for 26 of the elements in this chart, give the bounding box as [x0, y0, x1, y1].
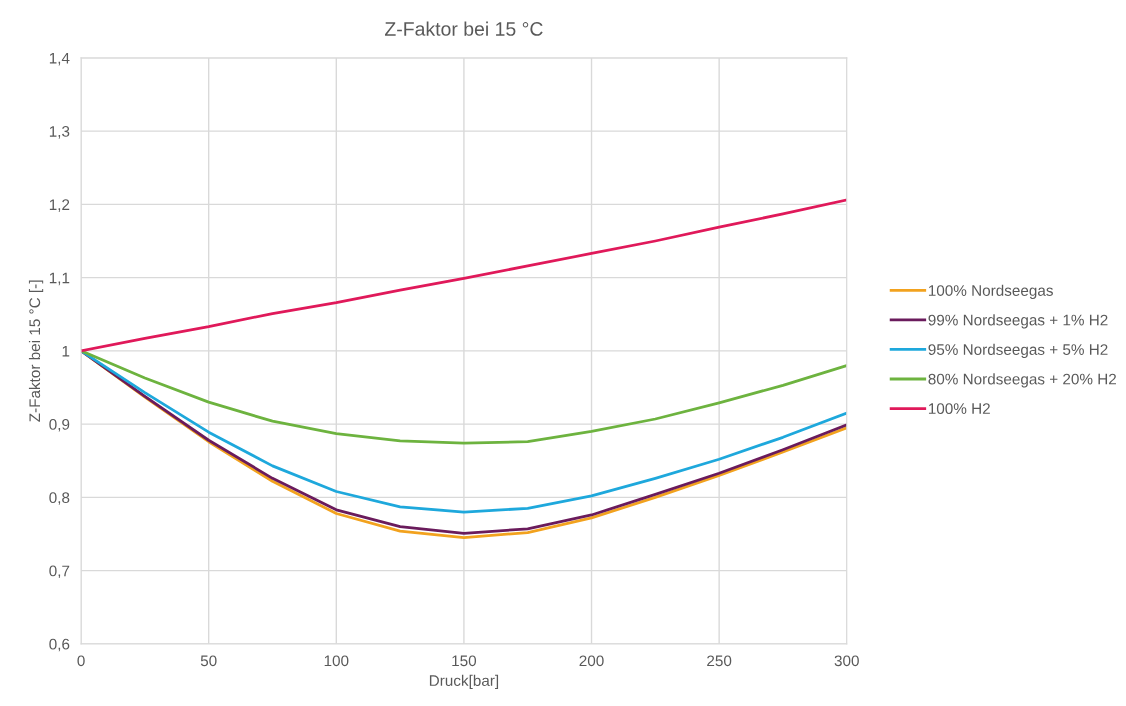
legend-label: 100% Nordseegas [928, 284, 1053, 299]
chart-title: Z-Faktor bei 15 °C [385, 21, 543, 36]
y-axis-title: Z-Faktor bei 15 °C [-] [28, 280, 44, 422]
y-tick-label: 0,9 [49, 419, 70, 432]
line-series [81, 198, 847, 353]
y-tick-label: 0,6 [49, 638, 70, 652]
y-tick-label: 0,7 [49, 565, 70, 579]
x-tick-label: 300 [834, 655, 859, 667]
y-tick-label: 1 [62, 345, 70, 357]
x-tick-label: 250 [707, 655, 732, 667]
x-tick-label: 200 [579, 655, 604, 667]
legend-label: 99% Nordseegas + 1% H2 [928, 314, 1108, 329]
y-tick-label: 1,2 [49, 199, 70, 212]
y-tick-label: 1,1 [49, 272, 70, 286]
y-tick-label: 0,8 [49, 492, 70, 505]
legend-label: 80% Nordseegas + 20% H2 [928, 373, 1116, 388]
y-tick-label: 1,4 [49, 52, 70, 66]
x-tick-label: 150 [452, 655, 477, 667]
x-axis-title: Druck[bar] [429, 674, 499, 690]
x-tick-label: 100 [324, 655, 349, 667]
legend-label: 95% Nordseegas + 5% H2 [928, 343, 1108, 358]
line-series [81, 349, 847, 445]
legend-label: 100% H2 [928, 403, 990, 415]
y-tick-label: 1,3 [49, 126, 70, 139]
x-tick-label: 50 [200, 655, 217, 667]
x-tick-label: 0 [77, 655, 85, 667]
